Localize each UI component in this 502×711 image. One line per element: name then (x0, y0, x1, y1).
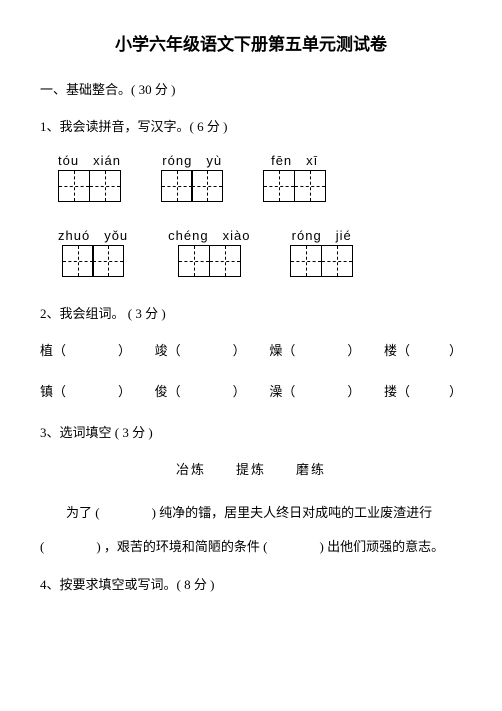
pinyin-group: fēn xī (263, 153, 326, 202)
question-2: 2、我会组词。 ( 3 分 ) (40, 303, 462, 322)
char-grid (161, 170, 224, 202)
pinyin-syl: tóu (58, 153, 79, 168)
pinyin-label: róng yù (162, 153, 222, 168)
pinyin-label: róng jié (292, 228, 352, 243)
fill-line2: ( ) ，艰苦的环境和简陋的条件 ( ) 出他们顽强的意志。 (40, 530, 444, 564)
pinyin-syl: jié (336, 228, 352, 243)
pinyin-syl: yù (206, 153, 222, 168)
question-4: 4、按要求填空或写词。( 8 分 ) (40, 574, 462, 593)
pinyin-syl: zhuó (58, 228, 90, 243)
fill-line1: 为了 ( ) 纯净的镭，居里夫人终日对成吨的工业废渣进行 (66, 505, 432, 520)
zuoci-item: 竣（ ） (155, 340, 246, 359)
pinyin-syl: róng (162, 153, 192, 168)
pinyin-group: tóu xián (58, 153, 121, 202)
pinyin-syl: chéng (168, 228, 208, 243)
zuoci-row-2: 镇（ ） 俊（ ） 澡（ ） 搂（ ） (40, 381, 462, 400)
question-1: 1、我会读拼音，写汉字。( 6 分 ) (40, 116, 462, 135)
pinyin-label: tóu xián (58, 153, 121, 168)
pinyin-row-2: zhuó yǒu chéng xiào róng jié (58, 228, 462, 277)
pinyin-syl: fēn (271, 153, 292, 168)
zuoci-item: 俊（ ） (155, 381, 246, 400)
zuoci-item: 搂（ ） (384, 381, 462, 400)
pinyin-label: zhuó yǒu (58, 228, 128, 243)
pinyin-group: róng yù (161, 153, 224, 202)
page-title: 小学六年级语文下册第五单元测试卷 (40, 30, 462, 55)
fill-paragraph: 为了 ( ) 纯净的镭，居里夫人终日对成吨的工业废渣进行 ( ) ，艰苦的环境和… (40, 496, 462, 564)
pinyin-syl: xī (306, 153, 318, 168)
pinyin-syl: xiào (223, 228, 251, 243)
pinyin-label: fēn xī (271, 153, 318, 168)
pinyin-row-1: tóu xián róng yù fēn xī (58, 153, 462, 202)
pinyin-syl: yǒu (104, 228, 128, 243)
pinyin-syl: xián (93, 153, 121, 168)
char-grid (58, 170, 121, 202)
zuoci-item: 镇（ ） (40, 381, 131, 400)
char-grid (62, 245, 125, 277)
zuoci-item: 澡（ ） (269, 381, 360, 400)
char-grid (263, 170, 326, 202)
pinyin-group: chéng xiào (168, 228, 250, 277)
char-grid (178, 245, 241, 277)
section-heading: 一、基础整合。( 30 分 ) (40, 79, 462, 98)
pinyin-group: róng jié (290, 228, 353, 277)
question-3: 3、选词填空 ( 3 分 ) (40, 422, 462, 441)
zuoci-item: 植（ ） (40, 340, 131, 359)
pinyin-group: zhuó yǒu (58, 228, 128, 277)
pinyin-label: chéng xiào (168, 228, 250, 243)
zuoci-item: 燥（ ） (269, 340, 360, 359)
pinyin-syl: róng (292, 228, 322, 243)
word-choices: 冶炼 提炼 磨练 (40, 459, 462, 478)
char-grid (290, 245, 353, 277)
zuoci-row-1: 植（ ） 竣（ ） 燥（ ） 楼（ ） (40, 340, 462, 359)
zuoci-item: 楼（ ） (384, 340, 462, 359)
